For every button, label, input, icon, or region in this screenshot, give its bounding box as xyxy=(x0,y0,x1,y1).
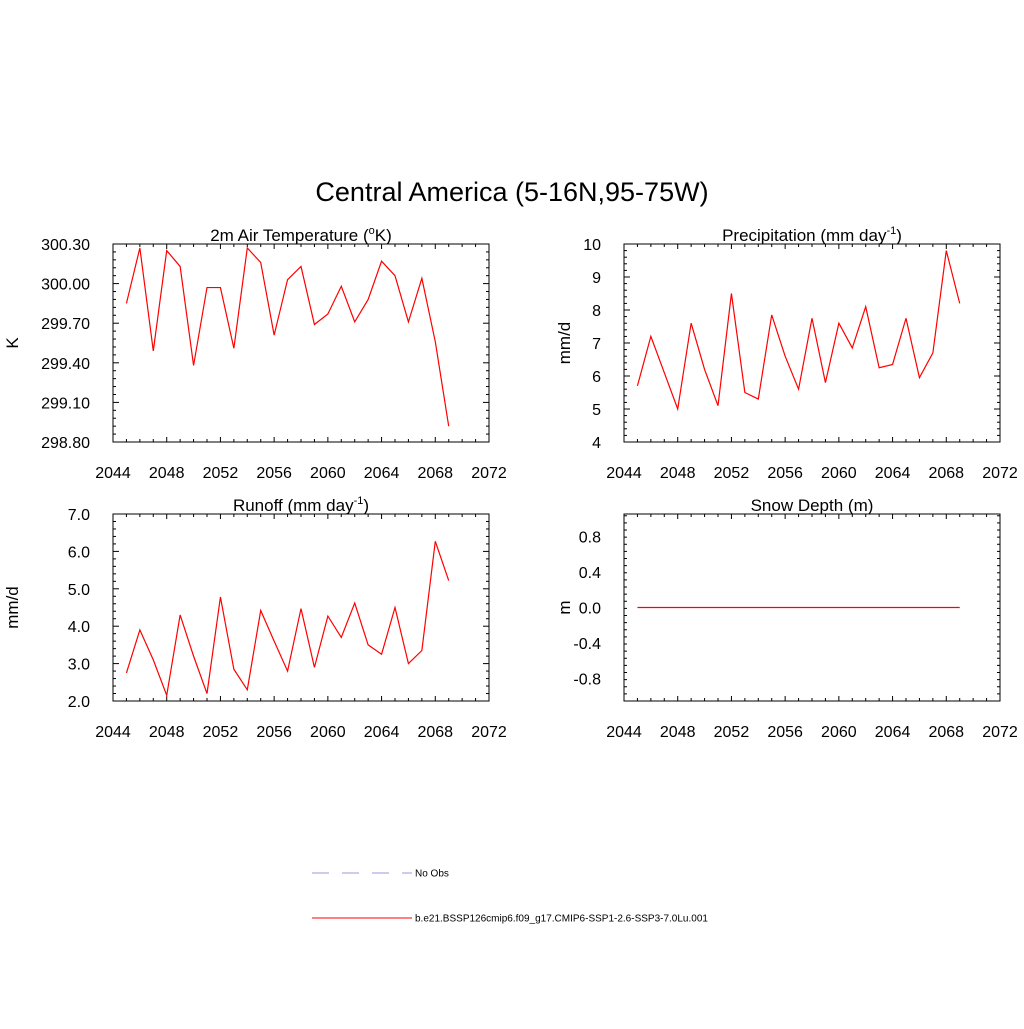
y-tick-label: 6.0 xyxy=(68,544,90,561)
panel-runoff: 2044 2048 2052 2056 2060 2064 2068 2072 2.0 3.0 4.… xyxy=(3,495,507,741)
y-tick-label: 300.30 xyxy=(41,237,90,254)
x-tick-label: 2044 xyxy=(606,724,642,741)
x-tick-label: 2064 xyxy=(875,724,911,741)
y-tick-label: 298.80 xyxy=(41,435,90,452)
y-tick-label: 4 xyxy=(592,435,601,452)
x-tick-label: 2072 xyxy=(982,724,1018,741)
x-tick-label: 2048 xyxy=(660,724,696,741)
y-axis-label: m xyxy=(555,600,574,614)
x-tick-label: 2072 xyxy=(471,465,507,482)
x-tick-label: 2052 xyxy=(203,465,239,482)
y-tick-label: 2.0 xyxy=(68,694,90,711)
series-line-precipitation xyxy=(636,250,961,412)
x-tick-label: 2068 xyxy=(417,724,453,741)
panel-title-superscript: -1 xyxy=(354,495,364,507)
x-tick-label: 2056 xyxy=(767,724,803,741)
plot-frame xyxy=(112,513,490,702)
panels: 2044 2048 2052 2056 2060 2064 2068 2072 298.80 29… xyxy=(3,225,1018,741)
y-axis-label: K xyxy=(3,337,22,349)
panel-title-text: Precipitation (mm day xyxy=(722,226,887,245)
x-tick-label: 2072 xyxy=(982,465,1018,482)
panel-title-text: Snow Depth (m) xyxy=(751,496,874,515)
series-line-temperature xyxy=(125,246,450,427)
x-tick-label: 2060 xyxy=(310,724,346,741)
y-tick-label: 7.0 xyxy=(68,507,90,524)
panel-snow-depth: 2044 2048 2052 2056 2060 2064 2068 2072 -0.8 -0.4… xyxy=(555,496,1018,741)
x-tick-label: 2056 xyxy=(256,465,292,482)
x-tick-label: 2064 xyxy=(364,724,400,741)
panel-temperature: 2044 2048 2052 2056 2060 2064 2068 2072 298.80 29… xyxy=(3,225,507,482)
legend-label-obs: No Obs xyxy=(415,869,449,880)
y-tick-label: 299.40 xyxy=(41,356,90,373)
x-tick-label: 2044 xyxy=(95,465,131,482)
x-tick-label: 2060 xyxy=(821,724,857,741)
y-tick-label: 7 xyxy=(592,336,601,353)
x-tick-label: 2044 xyxy=(95,724,131,741)
panel-title: Runoff (mm day-1) xyxy=(233,495,369,515)
x-tick-label: 2048 xyxy=(149,724,185,741)
x-tick-label: 2056 xyxy=(256,724,292,741)
panel-precipitation: 2044 2048 2052 2056 2060 2064 2068 2072 4 5 6 7 8 9 10… xyxy=(555,225,1018,482)
figure-title: Central America (5-16N,95-75W) xyxy=(315,177,708,207)
x-tick-label: 2056 xyxy=(767,465,803,482)
y-tick-label: 299.10 xyxy=(41,395,90,412)
x-tick-label: 2048 xyxy=(149,465,185,482)
x-tick-label: 2060 xyxy=(821,465,857,482)
x-tick-label: 2068 xyxy=(928,724,964,741)
y-axis-label: mm/d xyxy=(3,586,22,629)
x-tick-label: 2064 xyxy=(364,465,400,482)
y-tick-label: 6 xyxy=(592,369,601,386)
panel-title-suffix: ) xyxy=(363,496,369,515)
y-tick-label: 299.70 xyxy=(41,316,90,333)
legend: No Obs b.e21.BSSP126cmip6.f09_g17.CMIP6-… xyxy=(312,869,708,925)
x-tick-label: 2068 xyxy=(417,465,453,482)
y-tick-label: 3.0 xyxy=(68,657,90,674)
x-tick-label: 2068 xyxy=(928,465,964,482)
panel-title: Snow Depth (m) xyxy=(751,496,874,515)
x-tick-label: 2052 xyxy=(203,724,239,741)
x-tick-label: 2060 xyxy=(310,465,346,482)
series-line-runoff xyxy=(125,541,450,698)
plot-frame xyxy=(112,243,490,443)
panel-title-text: Runoff (mm day xyxy=(233,496,354,515)
y-axis-label: mm/d xyxy=(555,322,574,365)
y-tick-label: 0.0 xyxy=(579,601,601,618)
x-tick-label: 2052 xyxy=(714,724,750,741)
y-tick-label: -0.8 xyxy=(573,672,601,689)
y-tick-label: 9 xyxy=(592,270,601,287)
x-tick-label: 2072 xyxy=(471,724,507,741)
panel-title-superscript: o xyxy=(369,225,375,237)
panel-title-suffix: ) xyxy=(896,226,902,245)
y-tick-label: -0.4 xyxy=(573,636,601,653)
y-tick-label: 0.8 xyxy=(579,529,601,546)
y-tick-label: 300.00 xyxy=(41,277,90,294)
panel-title: 2m Air Temperature (oK) xyxy=(210,225,392,245)
y-tick-label: 4.0 xyxy=(68,619,90,636)
x-tick-label: 2064 xyxy=(875,465,911,482)
x-tick-label: 2052 xyxy=(714,465,750,482)
x-tick-label: 2048 xyxy=(660,465,696,482)
y-tick-label: 5 xyxy=(592,402,601,419)
legend-label-model: b.e21.BSSP126cmip6.f09_g17.CMIP6-SSP1-2.… xyxy=(415,914,708,925)
panel-title-superscript: -1 xyxy=(886,225,896,237)
y-tick-label: 5.0 xyxy=(68,582,90,599)
x-tick-label: 2044 xyxy=(606,465,642,482)
y-tick-label: 8 xyxy=(592,303,601,320)
panel-title-suffix: K) xyxy=(375,226,392,245)
y-tick-label: 0.4 xyxy=(579,565,601,582)
y-tick-label: 10 xyxy=(583,237,601,254)
panel-title-text: 2m Air Temperature ( xyxy=(210,226,369,245)
panel-title: Precipitation (mm day-1) xyxy=(722,225,902,245)
